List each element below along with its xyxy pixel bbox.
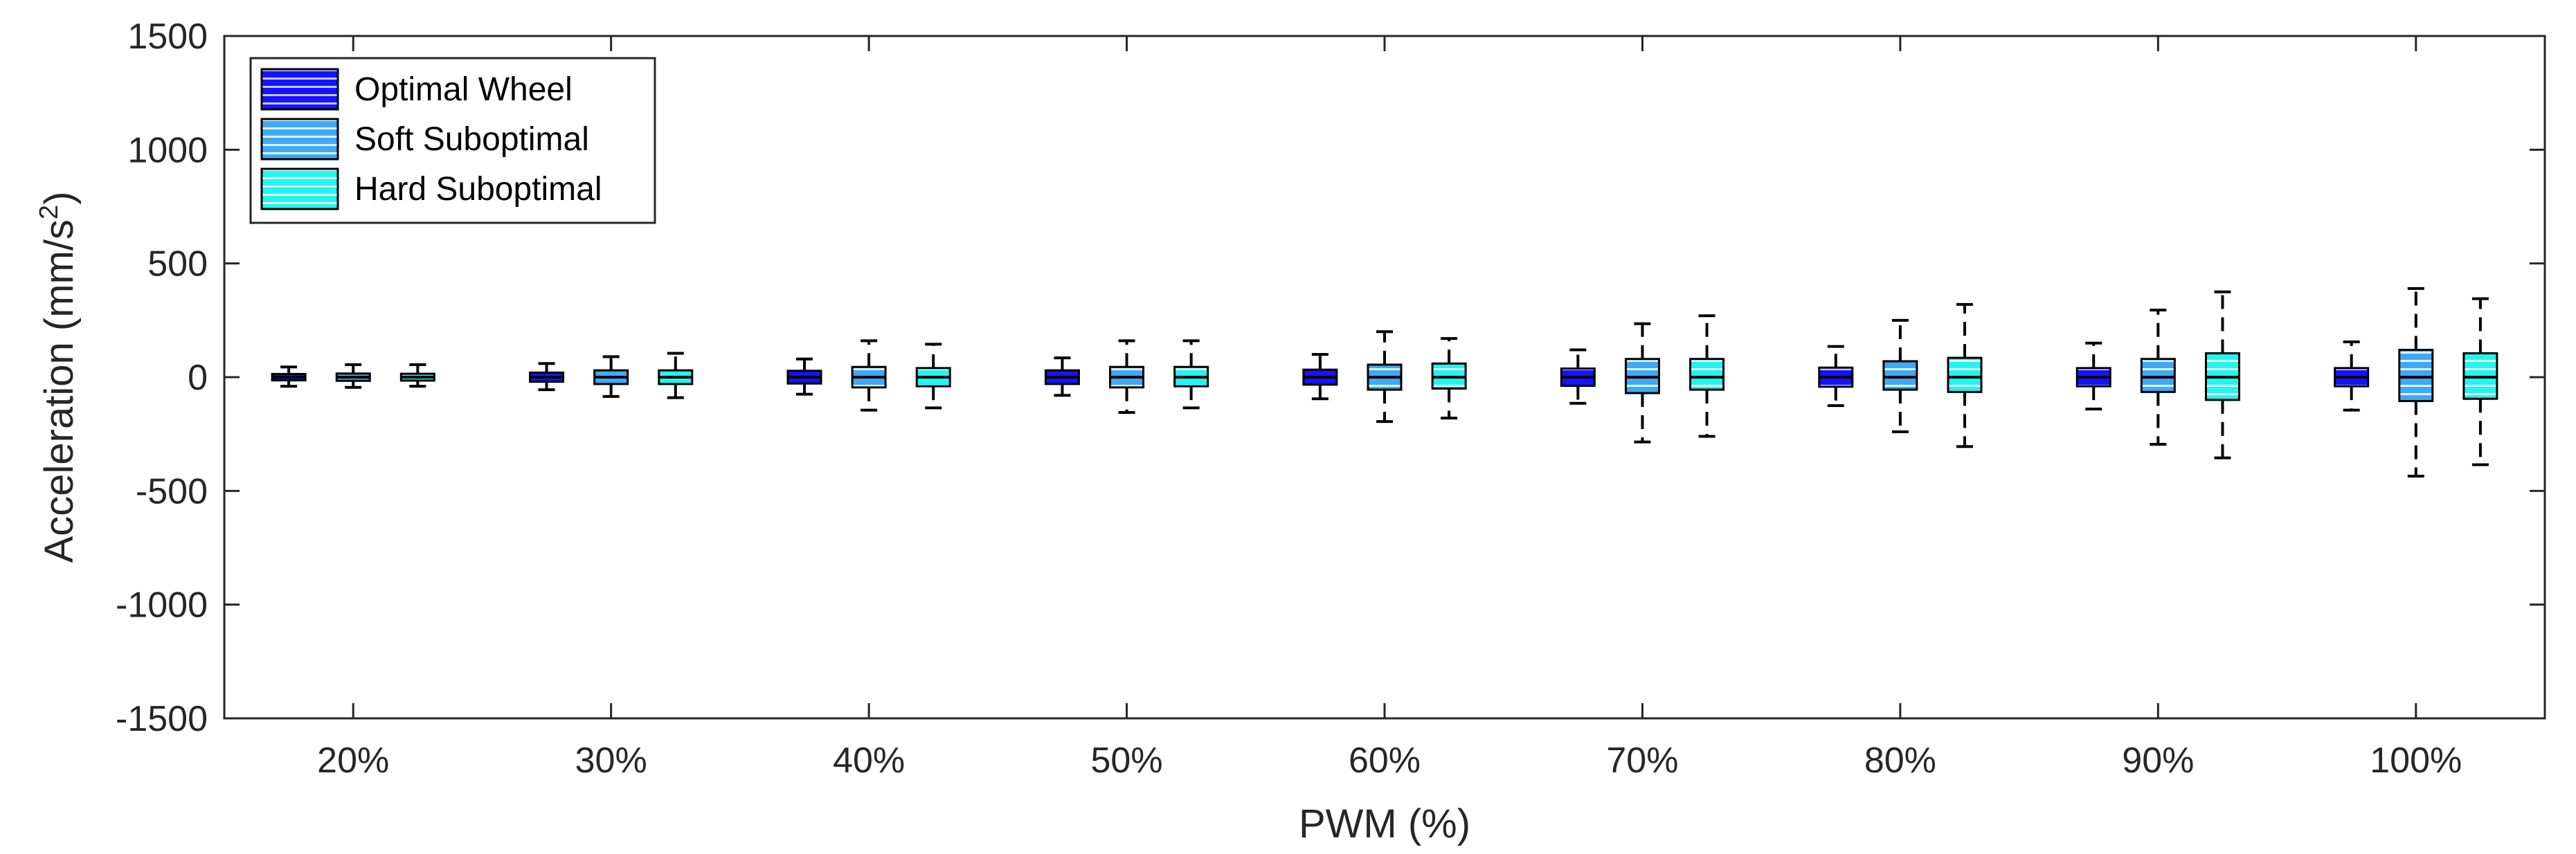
- box-optimal-wheel: [529, 362, 565, 392]
- x-tick-label: 70%: [1606, 741, 1678, 781]
- box-soft-suboptimal: [1624, 322, 1660, 444]
- x-tick-label: 50%: [1091, 741, 1163, 781]
- x-axis-title: PWM (%): [1299, 801, 1470, 846]
- legend: Optimal Wheel Soft Suboptimal Hard Subopti…: [249, 57, 656, 224]
- legend-label: Soft Suboptimal: [354, 121, 589, 158]
- x-tick-label: 90%: [2122, 741, 2194, 781]
- x-tick-label: 60%: [1349, 741, 1421, 781]
- y-tick-label: 0: [188, 358, 208, 398]
- box-iqr: [1882, 360, 1918, 391]
- box-optimal-wheel: [2075, 341, 2111, 411]
- box-hard-suboptimal: [658, 352, 694, 399]
- y-axis-title: Acceleration (mm/s2): [35, 192, 82, 563]
- box-soft-suboptimal: [851, 339, 887, 412]
- legend-label: Optimal Wheel: [354, 71, 573, 108]
- box-soft-suboptimal: [593, 355, 629, 398]
- box-iqr: [1689, 358, 1725, 391]
- box-hard-suboptimal: [1173, 339, 1209, 410]
- box-iqr: [2140, 358, 2176, 393]
- box-hard-suboptimal: [1947, 302, 1983, 448]
- legend-swatch: [260, 68, 339, 111]
- y-tick-label: 1500: [127, 17, 208, 57]
- box-soft-suboptimal: [1367, 330, 1403, 424]
- y-tick-label: -1500: [116, 699, 208, 739]
- x-tick-label: 20%: [317, 741, 389, 781]
- box-soft-suboptimal: [1882, 318, 1918, 433]
- y-axis-title-superscript: 2: [35, 205, 64, 219]
- y-tick-label: 500: [147, 244, 208, 284]
- box-soft-suboptimal: [1109, 339, 1145, 414]
- box-optimal-wheel: [1818, 345, 1854, 408]
- y-tick-label: -500: [136, 471, 208, 511]
- x-tick-label: 80%: [1864, 741, 1936, 781]
- box-hard-suboptimal: [2204, 290, 2240, 460]
- box-optimal-wheel: [1302, 353, 1338, 401]
- box-hard-suboptimal: [1431, 337, 1467, 420]
- box-optimal-wheel: [271, 365, 307, 388]
- y-tick-label: -1000: [116, 585, 208, 626]
- x-tick-label: 100%: [2370, 741, 2462, 781]
- x-tick-label: 40%: [833, 741, 905, 781]
- box-iqr: [1947, 356, 1983, 393]
- box-soft-suboptimal: [335, 363, 371, 389]
- box-optimal-wheel: [1044, 356, 1080, 397]
- box-hard-suboptimal: [2462, 297, 2498, 466]
- legend-label: Hard Suboptimal: [354, 171, 602, 208]
- box-optimal-wheel: [786, 357, 822, 396]
- legend-swatch: [260, 118, 339, 161]
- box-soft-suboptimal: [2140, 309, 2176, 446]
- box-iqr: [2398, 349, 2434, 403]
- box-optimal-wheel: [1560, 348, 1596, 405]
- box-hard-suboptimal: [399, 363, 435, 388]
- box-optimal-wheel: [2334, 340, 2370, 412]
- x-tick-label: 30%: [575, 741, 647, 781]
- box-soft-suboptimal: [2398, 287, 2434, 478]
- box-hard-suboptimal: [915, 343, 951, 410]
- box-hard-suboptimal: [1689, 314, 1725, 438]
- y-tick-label: 1000: [127, 130, 208, 170]
- legend-swatch: [260, 167, 339, 210]
